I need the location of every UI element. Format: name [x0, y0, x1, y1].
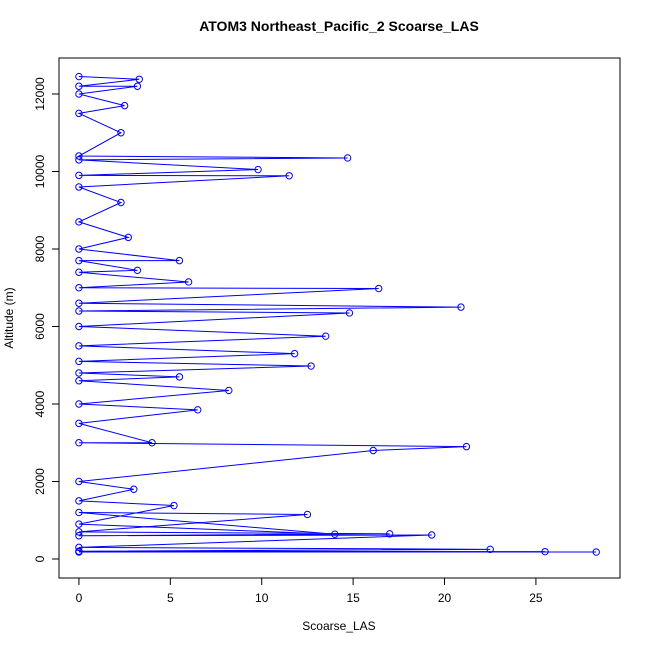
data-point: [225, 386, 233, 395]
data-point: [75, 90, 83, 98]
data-point: [462, 442, 471, 451]
data-point: [120, 101, 129, 110]
y-tick-label: 2000: [33, 468, 47, 495]
data-point: [75, 342, 83, 350]
data-point: [75, 299, 83, 307]
data-point: [75, 307, 83, 315]
data-point: [75, 400, 83, 408]
data-point: [124, 233, 132, 242]
data-point: [75, 520, 83, 528]
data-point: [75, 183, 83, 191]
data-point: [75, 419, 83, 428]
data-point: [175, 373, 184, 381]
data-point: [457, 303, 465, 311]
data-point: [369, 446, 377, 455]
data-point: [385, 530, 394, 538]
data-point: [486, 545, 494, 554]
data-point: [307, 362, 315, 370]
data-point: [75, 547, 83, 555]
data-point: [170, 501, 178, 510]
data-point: [75, 284, 83, 292]
data-point: [285, 172, 293, 180]
data-point: [75, 543, 83, 552]
plot-frame: [58, 57, 621, 579]
data-point: [75, 152, 83, 160]
x-axis-label: Scoarse_LAS: [302, 619, 375, 633]
data-point: [75, 377, 83, 385]
x-tick-label: 10: [255, 591, 269, 605]
data-point: [541, 547, 549, 556]
data-point: [75, 528, 83, 536]
data-point: [345, 309, 354, 317]
data-point: [75, 357, 83, 366]
data-point: [75, 532, 83, 540]
data-point: [194, 406, 202, 414]
data-point: [428, 531, 436, 539]
data-point: [321, 332, 330, 340]
y-tick-label: 0: [33, 555, 47, 562]
data-point: [130, 485, 138, 493]
y-tick-label: 12000: [33, 77, 47, 111]
data-point: [592, 548, 600, 556]
data-point: [375, 284, 383, 293]
data-point: [133, 82, 142, 90]
data-point: [75, 171, 83, 180]
data-point: [75, 508, 83, 517]
y-axis-label: Altitude (m): [2, 287, 16, 348]
data-point: [75, 72, 83, 81]
data-point: [117, 129, 125, 137]
data-point: [343, 154, 352, 162]
data-point: [75, 82, 83, 90]
y-tick-label: 10000: [33, 154, 47, 188]
data-point: [331, 530, 339, 538]
data-point: [75, 497, 83, 505]
data-point: [148, 439, 156, 447]
data-point: [135, 75, 143, 83]
y-tick-label: 6000: [33, 313, 47, 340]
y-tick-label: 8000: [33, 235, 47, 262]
y-tick-label: 4000: [33, 390, 47, 417]
x-tick-label: 5: [167, 591, 174, 605]
data-point: [75, 369, 83, 377]
data-point: [75, 245, 83, 253]
chart-title: ATOM3 Northeast_Pacific_2 Scoarse_LAS: [199, 18, 479, 34]
data-point: [75, 156, 83, 164]
data-point: [75, 322, 83, 331]
data-point: [175, 256, 184, 265]
x-tick-label: 20: [438, 591, 452, 605]
x-tick-label: 25: [529, 591, 543, 605]
data-point: [75, 477, 83, 486]
data-point: [117, 198, 125, 207]
data-point: [133, 266, 142, 275]
data-point: [75, 439, 83, 447]
x-tick-label: 0: [76, 591, 83, 605]
data-point: [290, 349, 299, 358]
data-point: [254, 165, 262, 174]
data-point: [184, 278, 193, 286]
data-line: [77, 76, 597, 553]
data-point: [303, 510, 312, 519]
data-point: [75, 256, 83, 265]
x-tick-label: 15: [346, 591, 360, 605]
data-point: [75, 218, 83, 226]
data-point: [75, 109, 83, 118]
data-point: [75, 268, 83, 276]
